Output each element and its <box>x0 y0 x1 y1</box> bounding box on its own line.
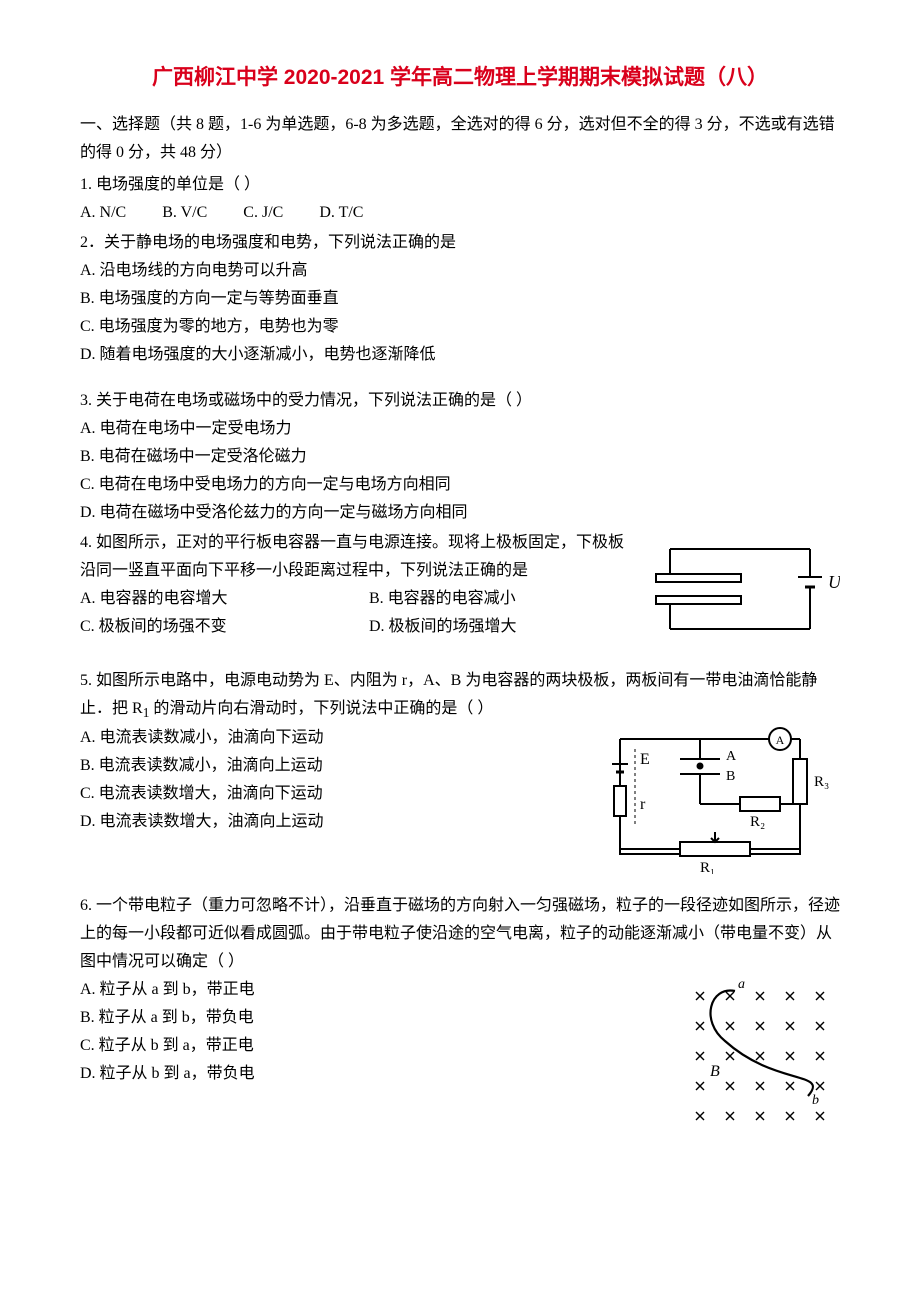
q5-opt-b: B. 电流表读数减小，油滴向上运动 <box>80 752 588 780</box>
q5-figure: A E r A B R₃ R₂ R₁ <box>600 724 840 874</box>
q4-figure: U <box>650 529 840 649</box>
q5-stem-b: 的滑动片向右滑动时，下列说法中正确的是（ ） <box>149 700 493 717</box>
q1-options: A. N/C B. V/C C. J/C D. T/C <box>80 199 840 227</box>
q3-opt-a: A. 电荷在电场中一定受电场力 <box>80 415 840 443</box>
q6-stem: 6. 一个带电粒子（重力可忽略不计），沿垂直于磁场的方向射入一匀强磁场，粒子的一… <box>80 892 840 976</box>
q3-opt-c: C. 电荷在电场中受电场力的方向一定与电场方向相同 <box>80 471 840 499</box>
question-1: 1. 电场强度的单位是（ ） A. N/C B. V/C C. J/C D. T… <box>80 171 840 227</box>
q5-label-r1: R₁ <box>700 860 715 874</box>
q1-opt-d: D. T/C <box>319 204 363 221</box>
q4-stem: 4. 如图所示，正对的平行板电容器一直与电源连接。现将上极板固定，下极板沿同一竖… <box>80 529 638 585</box>
q4-opt-d: D. 极板间的场强增大 <box>369 613 638 641</box>
q4-opt-a: A. 电容器的电容增大 <box>80 585 349 613</box>
q5-label-r3: R₃ <box>814 774 829 790</box>
question-5: 5. 如图所示电路中，电源电动势为 E、内阻为 r，A、B 为电容器的两块极板，… <box>80 667 840 875</box>
q5-label-b: B <box>726 769 735 784</box>
q2-opt-b: B. 电场强度的方向一定与等势面垂直 <box>80 285 840 313</box>
section-instructions: 一、选择题（共 8 题，1-6 为单选题，6-8 为多选题，全选对的得 6 分，… <box>80 111 840 167</box>
q4-options: A. 电容器的电容增大 B. 电容器的电容减小 C. 极板间的场强不变 D. 极… <box>80 585 638 641</box>
question-3: 3. 关于电荷在电场或磁场中的受力情况，下列说法正确的是（ ） A. 电荷在电场… <box>80 387 840 527</box>
question-4: 4. 如图所示，正对的平行板电容器一直与电源连接。现将上极板固定，下极板沿同一竖… <box>80 529 840 649</box>
q6-opt-d: D. 粒子从 b 到 a，带负电 <box>80 1060 668 1088</box>
q2-opt-c: C. 电场强度为零的地方，电势也为零 <box>80 313 840 341</box>
q5-label-meter: A <box>776 733 785 747</box>
q6-opt-a: A. 粒子从 a 到 b，带正电 <box>80 976 668 1004</box>
q1-opt-a: A. N/C <box>80 204 126 221</box>
question-2: 2．关于静电场的电场强度和电势，下列说法正确的是 A. 沿电场线的方向电势可以升… <box>80 229 840 369</box>
q5-label-r: r <box>640 796 646 813</box>
q1-opt-c: C. J/C <box>243 204 283 221</box>
q6-label-a: a <box>738 977 745 992</box>
q1-opt-b: B. V/C <box>162 204 207 221</box>
q3-opt-b: B. 电荷在磁场中一定受洛伦磁力 <box>80 443 840 471</box>
page-title: 广西柳江中学 2020-2021 学年高二物理上学期期末模拟试题（八） <box>80 60 840 97</box>
q4-label-u: U <box>828 572 840 592</box>
q2-opt-a: A. 沿电场线的方向电势可以升高 <box>80 257 840 285</box>
q4-opt-b: B. 电容器的电容减小 <box>369 585 638 613</box>
q6-opt-c: C. 粒子从 b 到 a，带正电 <box>80 1032 668 1060</box>
q6-figure: a b B <box>680 976 840 1126</box>
q3-stem: 3. 关于电荷在电场或磁场中的受力情况，下列说法正确的是（ ） <box>80 387 840 415</box>
q3-opt-d: D. 电荷在磁场中受洛伦兹力的方向一定与磁场方向相同 <box>80 499 840 527</box>
q6-opt-b: B. 粒子从 a 到 b，带负电 <box>80 1004 668 1032</box>
q5-opt-a: A. 电流表读数减小，油滴向下运动 <box>80 724 588 752</box>
q4-opt-c: C. 极板间的场强不变 <box>80 613 349 641</box>
q5-label-e: E <box>640 751 650 768</box>
q6-label-bfield: B <box>710 1063 720 1080</box>
question-6: 6. 一个带电粒子（重力可忽略不计），沿垂直于磁场的方向射入一匀强磁场，粒子的一… <box>80 892 840 1126</box>
q6-label-b: b <box>812 1093 819 1108</box>
q5-opt-c: C. 电流表读数增大，油滴向下运动 <box>80 780 588 808</box>
q1-stem: 1. 电场强度的单位是（ ） <box>80 171 840 199</box>
q5-stem: 5. 如图所示电路中，电源电动势为 E、内阻为 r，A、B 为电容器的两块极板，… <box>80 667 840 725</box>
q5-label-a: A <box>726 749 737 764</box>
q5-label-r2: R₂ <box>750 814 765 830</box>
q2-opt-d: D. 随着电场强度的大小逐渐减小，电势也逐渐降低 <box>80 341 840 369</box>
q2-stem: 2．关于静电场的电场强度和电势，下列说法正确的是 <box>80 229 840 257</box>
q5-opt-d: D. 电流表读数增大，油滴向上运动 <box>80 808 588 836</box>
